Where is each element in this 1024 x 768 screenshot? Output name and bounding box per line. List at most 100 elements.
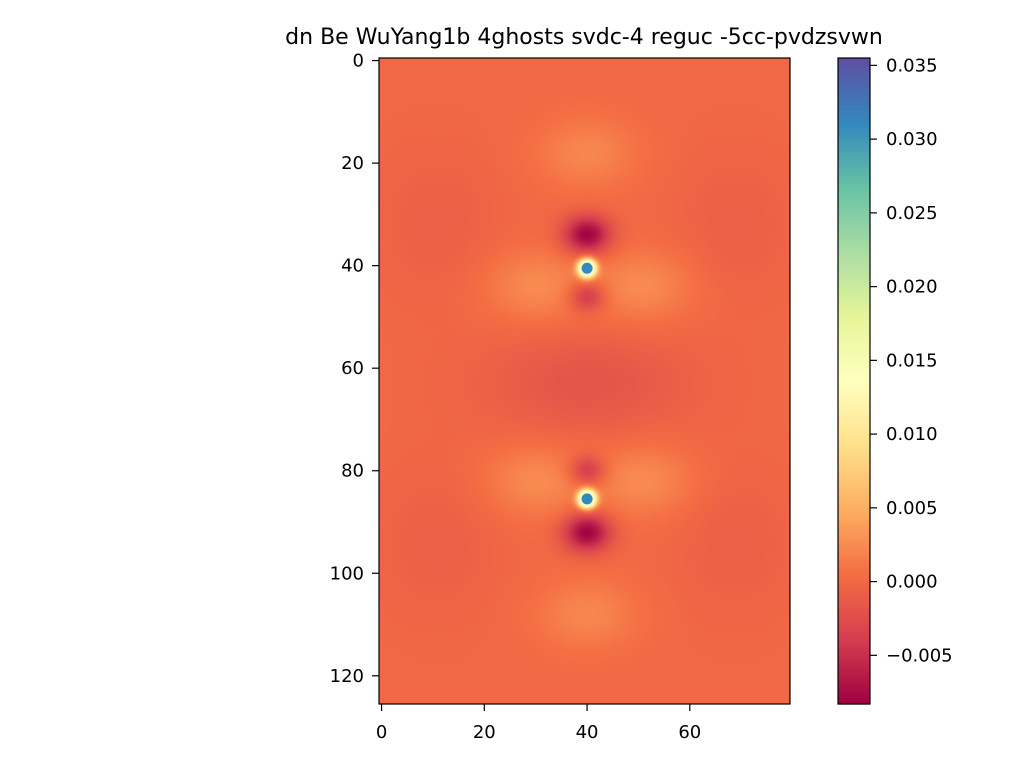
colorbar-segment xyxy=(838,134,870,138)
colorbar-segment xyxy=(838,557,870,561)
heatmap-image xyxy=(379,58,790,704)
colorbar-segment xyxy=(838,331,870,335)
colorbar-segment xyxy=(838,413,870,417)
colorbar-segment xyxy=(838,128,870,133)
colorbar-tick-label: 0.020 xyxy=(886,277,938,298)
colorbar-segment xyxy=(838,113,870,118)
colorbar-segment xyxy=(838,281,870,285)
colorbar-segment xyxy=(838,96,870,100)
colorbar-segment xyxy=(838,624,870,629)
colorbar-segment xyxy=(838,542,870,547)
colorbar-segment xyxy=(838,539,870,544)
x-axis: 0 20 40 60 xyxy=(376,704,701,743)
colorbar-segment xyxy=(838,125,870,130)
colorbar-segment xyxy=(838,533,870,538)
colorbar-segment xyxy=(838,422,870,426)
colorbar-segment xyxy=(838,627,870,632)
colorbar-segment xyxy=(838,181,870,185)
colorbar-segment xyxy=(838,565,870,570)
colorbar-segment xyxy=(838,149,870,153)
colorbar-segment xyxy=(838,207,870,212)
colorbar-segment xyxy=(838,648,870,652)
colorbar-segment xyxy=(838,157,870,162)
colorbar-segment xyxy=(838,416,870,420)
colorbar-segment xyxy=(838,169,870,174)
colorbar-segment xyxy=(838,140,870,144)
colorbar-segment xyxy=(838,395,870,400)
colorbar-segment xyxy=(838,504,870,508)
colorbar-segment xyxy=(838,251,870,256)
colorbar-segment xyxy=(838,354,870,359)
colorbar-segment xyxy=(838,369,870,373)
colorbar-segment xyxy=(838,674,870,679)
colorbar-segment xyxy=(838,266,870,271)
colorbar-segment xyxy=(838,630,870,635)
colorbar-segment xyxy=(838,375,870,379)
colorbar-segment xyxy=(838,639,870,643)
colorbar-segment xyxy=(838,527,870,532)
colorbar-segment xyxy=(838,651,870,655)
colorbar-segment xyxy=(838,389,870,394)
heatmap-frame xyxy=(378,57,791,705)
colorbar-segment xyxy=(838,507,870,511)
y-tick-label: 0 xyxy=(353,51,364,72)
y-tick-label: 60 xyxy=(341,358,364,379)
x-tick-label: 60 xyxy=(678,722,701,743)
colorbar-segment xyxy=(838,698,870,702)
colorbar-segment xyxy=(838,701,870,705)
colorbar-segment xyxy=(838,163,870,168)
colorbar-segment xyxy=(838,184,870,188)
colorbar-segment xyxy=(838,383,870,388)
colorbar-segment xyxy=(838,175,870,179)
colorbar-segment xyxy=(838,378,870,382)
colorbar-segment xyxy=(838,583,870,588)
x-tick-label: 40 xyxy=(576,722,599,743)
colorbar-segment xyxy=(838,442,870,447)
colorbar-segment xyxy=(838,451,870,456)
colorbar-tick-label: 0.010 xyxy=(886,424,938,445)
colorbar-segment xyxy=(838,680,870,685)
colorbar-segment xyxy=(838,519,870,523)
colorbar-segment xyxy=(838,457,870,461)
colorbar-segment xyxy=(838,198,870,203)
colorbar-segment xyxy=(838,60,870,65)
colorbar-segment xyxy=(838,196,870,200)
colorbar-segment xyxy=(838,328,870,332)
colorbar-segment xyxy=(838,72,870,77)
colorbar-segment xyxy=(838,530,870,535)
colorbar-segment xyxy=(838,477,870,482)
colorbar-segment xyxy=(838,689,870,693)
colorbar-segment xyxy=(838,398,870,403)
colorbar-segment xyxy=(838,90,870,94)
colorbar-segment xyxy=(838,287,870,291)
colorbar-segment xyxy=(838,295,870,300)
colorbar-segment xyxy=(838,272,870,276)
colorbar-segment xyxy=(838,336,870,341)
colorbar-segment xyxy=(838,304,870,309)
colorbar-segment xyxy=(838,269,870,273)
colorbar-segment xyxy=(838,392,870,397)
colorbar-segment xyxy=(838,166,870,171)
colorbar-segment xyxy=(838,448,870,453)
colorbar-tick-label: 0.015 xyxy=(886,350,938,371)
colorbar-segment xyxy=(838,275,870,279)
colorbar-segment xyxy=(838,592,870,596)
colorbar-segment xyxy=(838,110,870,115)
y-tick-label: 20 xyxy=(341,153,364,174)
colorbar-segment xyxy=(838,439,870,444)
colorbar-segment xyxy=(838,298,870,303)
colorbar-axis: −0.005 0.000 0.005 0.010 0.015 0.020 0.025 0.03… xyxy=(870,55,953,666)
colorbar-segment xyxy=(838,63,870,68)
colorbar-segment xyxy=(838,501,870,505)
colorbar-segment xyxy=(838,242,870,247)
colorbar-segment xyxy=(838,93,870,97)
y-axis: 0 20 40 60 80 100 120 xyxy=(330,51,379,687)
colorbar-segment xyxy=(838,131,870,135)
colorbar-segment xyxy=(838,351,870,356)
colorbar-tick-label: 0.035 xyxy=(886,55,938,76)
colorbar-segment xyxy=(838,580,870,585)
colorbar-segment xyxy=(838,563,870,567)
colorbar-segment xyxy=(838,604,870,608)
colorbar-segment xyxy=(838,425,870,429)
